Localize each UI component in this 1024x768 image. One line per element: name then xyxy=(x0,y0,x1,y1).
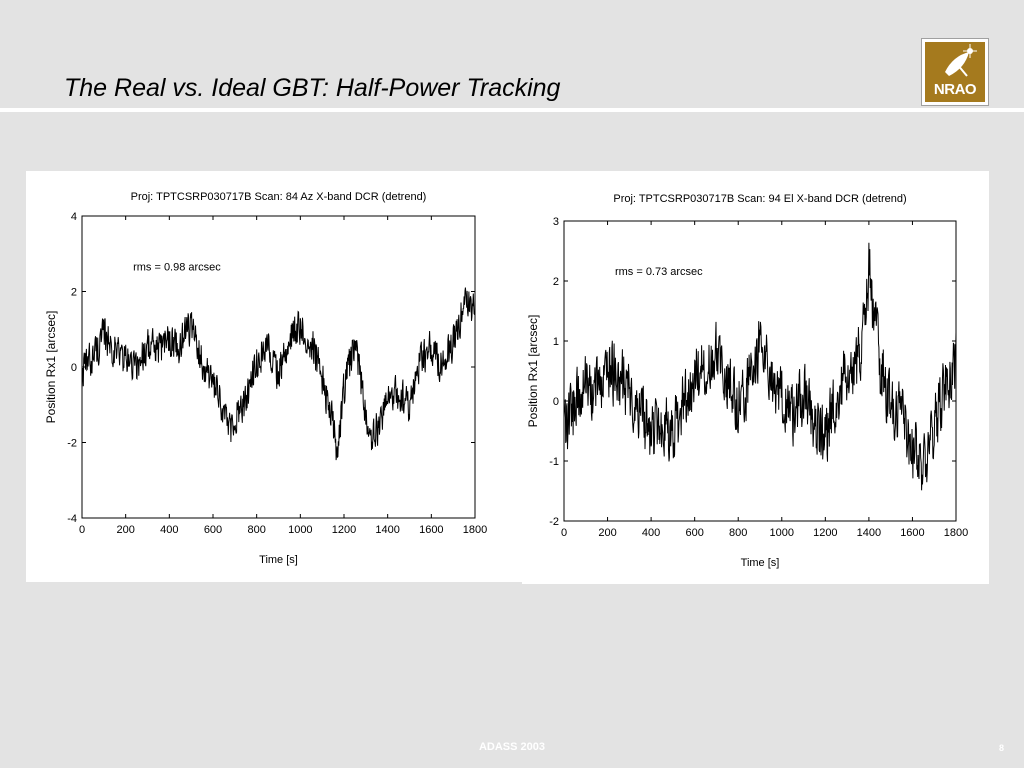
nrao-logo: NRAO xyxy=(921,38,989,106)
plot-frame xyxy=(563,220,957,522)
y-tick-label: 3 xyxy=(553,216,559,228)
logo-emblem: NRAO xyxy=(925,42,985,102)
tracking-error-line xyxy=(81,287,476,461)
x-tick-label: 600 xyxy=(204,524,222,536)
chart-title: Proj: TPTCSRP030717B Scan: 94 El X-band … xyxy=(613,193,906,205)
y-tick-label: 4 xyxy=(71,211,77,223)
y-axis-label: Position Rx1 [arcsec] xyxy=(526,315,540,428)
y-tick-label: 2 xyxy=(553,276,559,288)
x-tick-label: 1600 xyxy=(419,524,443,536)
x-axis-label: Time [s] xyxy=(741,557,780,569)
x-tick-label: 1000 xyxy=(770,527,794,539)
x-tick-label: 1200 xyxy=(813,527,837,539)
title-divider xyxy=(0,108,1024,112)
x-tick-label: 600 xyxy=(685,527,703,539)
logo-text: NRAO xyxy=(933,81,977,98)
x-tick-label: 1600 xyxy=(900,527,924,539)
rms-annotation: rms = 0.73 arcsec xyxy=(615,266,703,278)
y-axis-label: Position Rx1 [arcsec] xyxy=(44,311,58,424)
chart-title: Proj: TPTCSRP030717B Scan: 84 Az X-band … xyxy=(131,191,427,203)
y-tick-label: 0 xyxy=(71,362,77,374)
tracking-error-line xyxy=(563,242,957,491)
y-tick-label: -2 xyxy=(67,438,77,450)
el-tracking-chart: Proj: TPTCSRP030717B Scan: 94 El X-band … xyxy=(526,193,968,569)
x-tick-label: 800 xyxy=(247,524,265,536)
x-tick-label: 0 xyxy=(79,524,85,536)
y-tick-label: 0 xyxy=(553,396,559,408)
x-tick-label: 1000 xyxy=(288,524,312,536)
az-tracking-chart: Proj: TPTCSRP030717B Scan: 84 Az X-band … xyxy=(44,191,487,566)
y-tick-label: 2 xyxy=(71,287,77,299)
rms-annotation: rms = 0.98 arcsec xyxy=(133,261,221,273)
x-tick-label: 400 xyxy=(160,524,178,536)
telescope-icon xyxy=(945,44,977,77)
x-tick-label: 800 xyxy=(729,527,747,539)
plot-panel-el: Proj: TPTCSRP030717B Scan: 94 El X-band … xyxy=(522,171,989,584)
x-axis-label: Time [s] xyxy=(259,554,298,566)
x-tick-label: 200 xyxy=(598,527,616,539)
x-tick-label: 1800 xyxy=(463,524,487,536)
y-tick-label: -1 xyxy=(549,456,559,468)
y-tick-label: -4 xyxy=(67,513,77,525)
y-tick-label: 1 xyxy=(553,336,559,348)
footer-page-number: 8 xyxy=(998,743,1004,753)
plot-panel-az: Proj: TPTCSRP030717B Scan: 84 Az X-band … xyxy=(26,171,522,582)
x-tick-label: 0 xyxy=(561,527,567,539)
y-tick-label: -2 xyxy=(549,516,559,528)
slide-title: The Real vs. Ideal GBT: Half-Power Track… xyxy=(64,74,561,102)
x-tick-label: 400 xyxy=(642,527,660,539)
x-tick-label: 1400 xyxy=(375,524,399,536)
x-tick-label: 1200 xyxy=(332,524,356,536)
footer-conference: ADASS 2003 xyxy=(478,741,546,753)
x-tick-label: 200 xyxy=(116,524,134,536)
x-tick-label: 1400 xyxy=(857,527,881,539)
x-tick-label: 1800 xyxy=(944,527,968,539)
